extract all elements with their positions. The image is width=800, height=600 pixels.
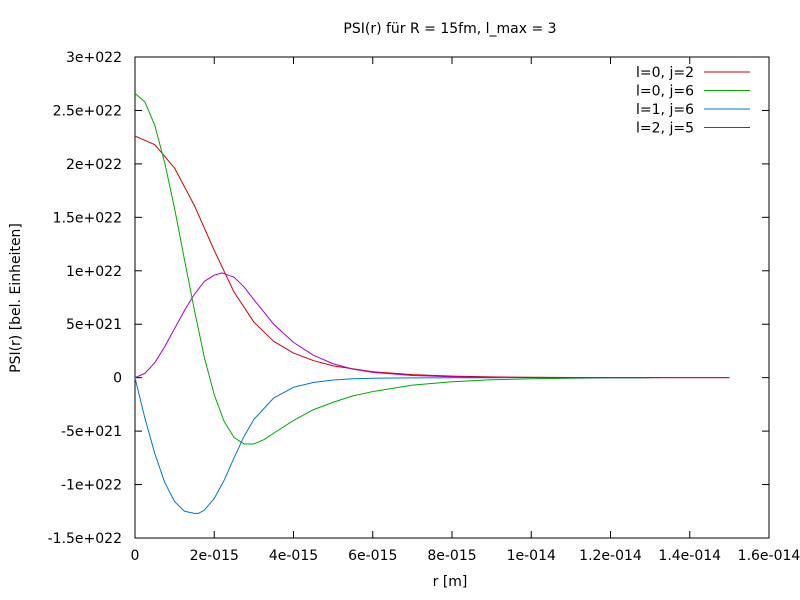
series-line-3 <box>134 377 659 514</box>
x-tick-label: 0 <box>131 548 140 564</box>
legend-label: l=2, j=5 <box>636 121 694 137</box>
y-tick-label: 3e+022 <box>66 50 122 66</box>
series-line-4 <box>134 272 730 379</box>
y-tick-label: 0 <box>113 371 122 387</box>
y-tick-label: 1e+022 <box>66 264 122 280</box>
y-tick-label: -1e+022 <box>61 478 122 494</box>
legend-label: l=0, j=2 <box>636 65 694 81</box>
y-tick-label: -1.5e+022 <box>48 531 122 547</box>
x-tick-label: 4e-015 <box>269 548 318 564</box>
y-axis-label: PSI(r) [bel. Einheiten] <box>8 223 24 373</box>
x-tick-label: 1.4e-014 <box>658 548 721 564</box>
series-lines <box>134 92 730 514</box>
x-tick-label: 1.2e-014 <box>579 548 642 564</box>
x-tick-label: 1e-014 <box>507 548 556 564</box>
x-tick-label: 1.6e-014 <box>738 548 800 564</box>
y-tick-label: 1.5e+022 <box>53 210 122 226</box>
series-line-2 <box>134 92 651 445</box>
legend: l=0, j=2 l=0, j=6 l=1, j=6 l=2, j=5 <box>636 65 750 137</box>
legend-label: l=1, j=6 <box>636 102 694 118</box>
x-axis-label: r [m] <box>433 574 468 590</box>
x-tick-label: 6e-015 <box>348 548 397 564</box>
y-tick-label: 2e+022 <box>66 157 122 173</box>
x-axis: 0 2e-015 4e-015 6e-015 8e-015 1e-014 1.2e-014 1… <box>131 57 800 564</box>
series-line-1 <box>134 135 730 379</box>
y-tick-label: 5e+021 <box>66 317 122 333</box>
x-tick-label: 8e-015 <box>427 548 476 564</box>
x-tick-label: 2e-015 <box>190 548 239 564</box>
chart-title: PSI(r) für R = 15fm, l_max = 3 <box>343 21 556 37</box>
y-tick-label: 2.5e+022 <box>53 103 122 119</box>
legend-label: l=0, j=6 <box>636 84 694 100</box>
y-axis: 3e+022 2.5e+022 2e+022 1.5e+022 1e+022 5e+021… <box>48 50 769 547</box>
y-tick-label: -5e+021 <box>61 424 122 440</box>
